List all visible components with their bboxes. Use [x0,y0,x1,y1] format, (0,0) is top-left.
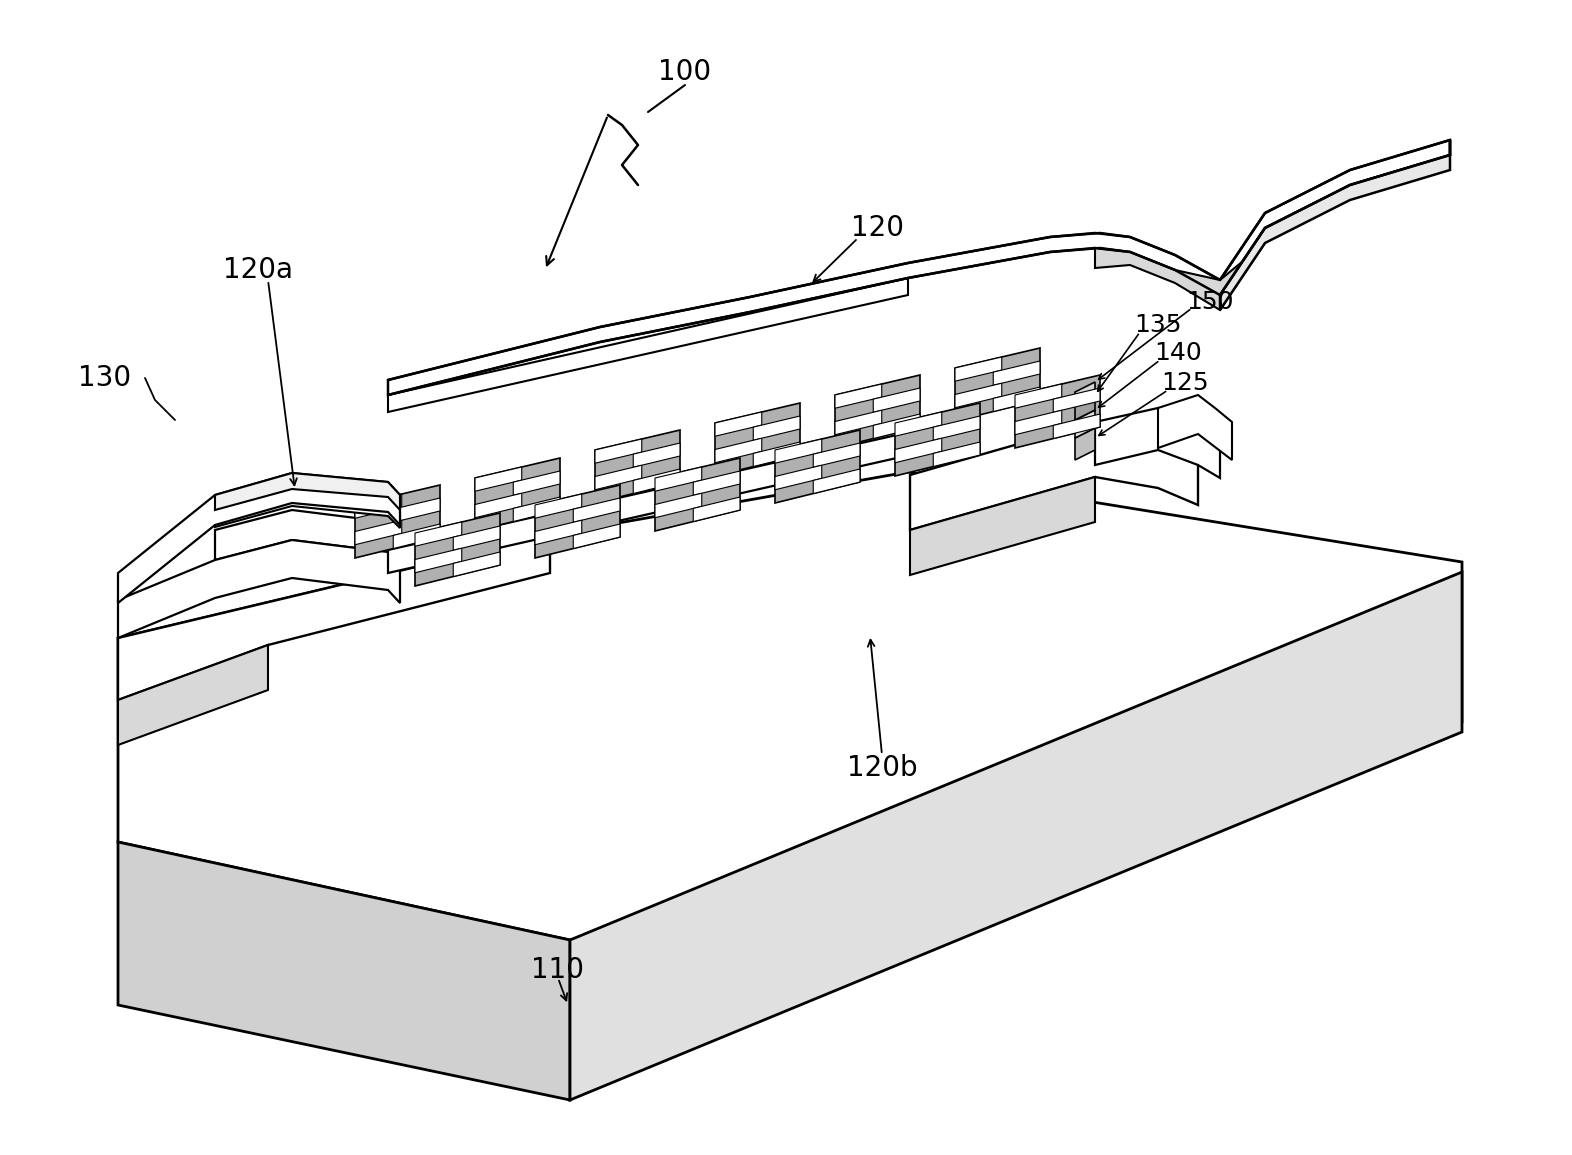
Text: 130: 130 [79,364,130,392]
Polygon shape [512,497,560,522]
Polygon shape [215,511,399,565]
Polygon shape [415,513,500,586]
Polygon shape [415,522,462,546]
Polygon shape [1075,429,1096,460]
Polygon shape [415,549,462,573]
Text: 120: 120 [852,214,904,243]
Polygon shape [574,524,619,549]
Polygon shape [594,439,641,463]
Polygon shape [775,439,822,463]
Polygon shape [512,471,560,495]
Polygon shape [894,403,979,476]
Polygon shape [574,498,619,522]
Text: 120b: 120b [847,754,918,782]
Polygon shape [388,140,1449,395]
Polygon shape [813,469,860,493]
Polygon shape [1075,382,1096,405]
Polygon shape [775,465,822,490]
Polygon shape [1016,383,1061,408]
Text: 110: 110 [531,956,585,984]
Polygon shape [1096,243,1265,310]
Polygon shape [910,422,1198,530]
Polygon shape [475,459,560,531]
Polygon shape [355,485,440,558]
Polygon shape [571,572,1462,1100]
Polygon shape [118,535,550,700]
Polygon shape [534,494,582,519]
Polygon shape [118,474,399,603]
Polygon shape [835,383,882,408]
Polygon shape [118,472,1462,940]
Polygon shape [393,498,440,522]
Polygon shape [835,410,882,434]
Polygon shape [693,471,740,495]
Polygon shape [715,403,800,476]
Polygon shape [813,444,860,468]
Polygon shape [994,387,1041,411]
Text: 125: 125 [1162,371,1209,395]
Polygon shape [1053,413,1100,439]
Polygon shape [894,438,942,463]
Polygon shape [453,526,500,550]
Polygon shape [656,467,701,491]
Polygon shape [634,469,681,493]
Polygon shape [693,497,740,522]
Text: 140: 140 [1154,341,1203,365]
Polygon shape [994,362,1041,386]
Text: 100: 100 [659,58,712,85]
Polygon shape [215,490,399,528]
Polygon shape [956,383,1001,408]
Polygon shape [534,520,582,545]
Polygon shape [934,442,979,467]
Polygon shape [534,485,619,558]
Polygon shape [594,465,641,490]
Polygon shape [634,444,681,468]
Polygon shape [775,430,860,502]
Polygon shape [393,524,440,549]
Polygon shape [656,459,740,531]
Polygon shape [1220,140,1449,310]
Polygon shape [656,493,701,517]
Polygon shape [934,416,979,440]
Polygon shape [835,375,920,448]
Polygon shape [1053,388,1100,412]
Polygon shape [1016,375,1100,448]
Polygon shape [1075,410,1096,438]
Polygon shape [1096,408,1220,478]
Polygon shape [118,644,267,745]
Polygon shape [215,474,399,511]
Polygon shape [475,467,522,491]
Polygon shape [956,348,1041,422]
Polygon shape [594,430,681,502]
Polygon shape [1075,395,1096,420]
Polygon shape [118,541,399,638]
Polygon shape [753,416,800,440]
Polygon shape [910,477,1096,575]
Text: 135: 135 [1135,313,1182,337]
Polygon shape [453,552,500,576]
Polygon shape [715,438,762,463]
Polygon shape [753,442,800,467]
Polygon shape [355,494,402,519]
Polygon shape [874,388,920,412]
Polygon shape [874,413,920,439]
Text: 150: 150 [1187,290,1234,314]
Polygon shape [956,357,1001,381]
Text: 120a: 120a [223,256,292,284]
Polygon shape [1016,410,1061,434]
Polygon shape [388,278,909,412]
Polygon shape [475,493,522,517]
Polygon shape [388,432,910,573]
Polygon shape [355,520,402,545]
Polygon shape [118,842,571,1100]
Polygon shape [894,412,942,437]
Polygon shape [715,412,762,437]
Polygon shape [1159,395,1232,460]
